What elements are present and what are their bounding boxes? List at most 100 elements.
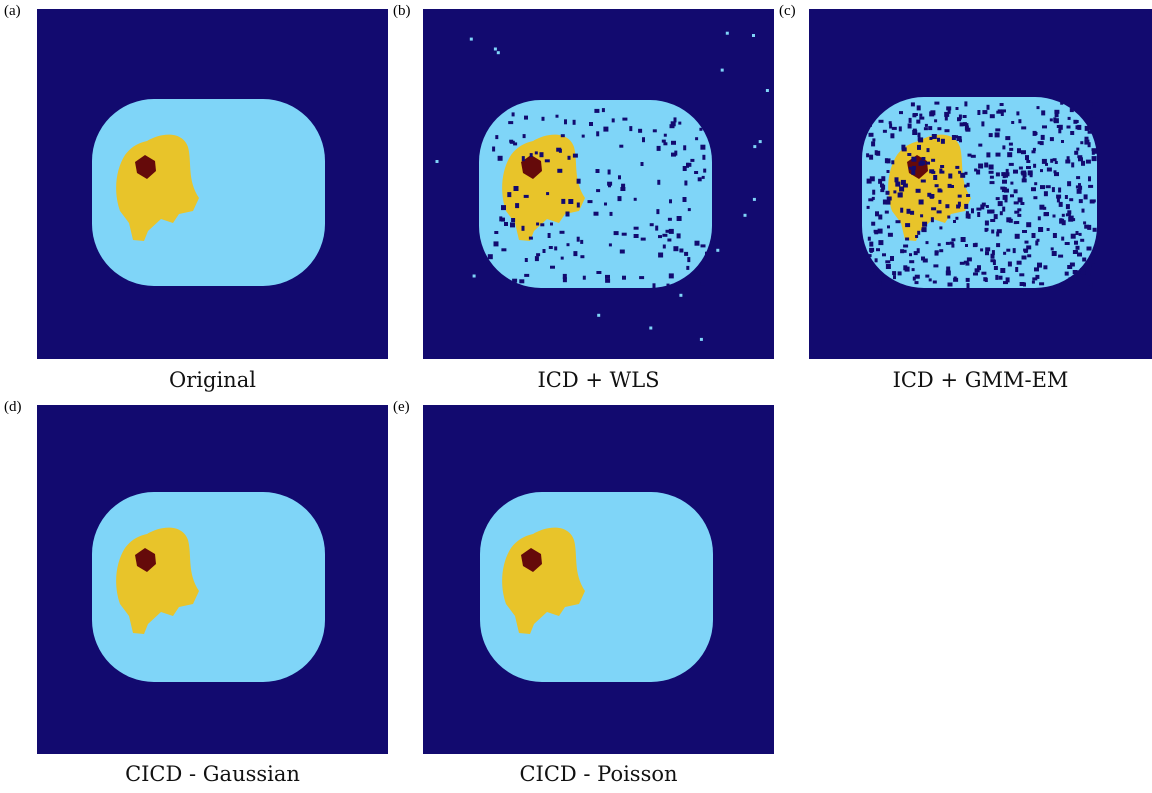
noise-speck: [1018, 166, 1023, 170]
noise-speck: [948, 173, 953, 179]
noise-speck: [1084, 110, 1090, 116]
panel-label-e: (e): [393, 399, 410, 415]
noise-speck: [882, 253, 886, 257]
noise-speck: [1074, 150, 1079, 155]
noise-speck: [881, 176, 886, 182]
noise-speck: [1065, 213, 1071, 217]
noise-speck: [501, 205, 506, 211]
noise-speck: [914, 281, 919, 285]
outlier-speck: [493, 47, 497, 51]
noise-speck: [673, 246, 679, 252]
noise-speck: [1017, 208, 1022, 212]
noise-speck: [522, 134, 526, 139]
noise-speck: [966, 194, 971, 197]
noise-speck: [564, 119, 567, 125]
noise-speck: [907, 123, 912, 129]
noise-speck: [554, 246, 558, 251]
noise-speck: [917, 132, 921, 138]
noise-speck: [662, 233, 668, 237]
noise-speck: [607, 181, 613, 186]
noise-speck: [1016, 260, 1022, 265]
noise-speck: [947, 215, 951, 219]
noise-speck: [609, 211, 613, 216]
noise-speck: [581, 134, 585, 138]
noise-speck: [918, 161, 924, 166]
noise-speck: [1088, 184, 1094, 188]
noise-speck: [694, 240, 700, 246]
noise-speck: [889, 123, 893, 129]
noise-speck: [1081, 160, 1085, 166]
noise-speck: [937, 188, 942, 193]
segmentation-image-e: [423, 405, 774, 754]
noise-speck: [619, 249, 625, 254]
noise-speck: [1021, 150, 1026, 155]
noise-speck: [878, 281, 882, 286]
noise-speck: [876, 150, 881, 156]
noise-speck: [959, 261, 965, 265]
noise-speck: [1005, 136, 1011, 141]
noise-speck: [1069, 262, 1075, 267]
noise-speck: [980, 204, 985, 210]
noise-speck: [1014, 210, 1020, 214]
noise-speck: [869, 241, 874, 247]
noise-speck: [682, 197, 687, 202]
noise-speck: [1005, 277, 1010, 283]
noise-speck: [580, 239, 584, 244]
noise-speck: [996, 229, 1002, 234]
noise-speck: [932, 280, 937, 284]
noise-speck: [562, 273, 567, 279]
noise-speck: [536, 222, 540, 226]
noise-speck: [557, 168, 563, 173]
noise-speck: [501, 248, 507, 252]
noise-speck: [880, 189, 885, 193]
noise-speck: [596, 131, 600, 137]
caption-a: Original: [169, 368, 256, 392]
noise-speck: [911, 165, 916, 170]
noise-speck: [1071, 162, 1075, 168]
noise-speck: [1084, 139, 1090, 145]
noise-speck: [629, 126, 633, 132]
noise-speck: [1070, 233, 1076, 239]
noise-speck: [956, 136, 962, 141]
noise-speck: [1037, 262, 1042, 268]
noise-speck: [1040, 134, 1045, 140]
noise-speck: [1077, 276, 1083, 280]
outlier-speck: [743, 213, 747, 217]
noise-speck: [652, 283, 656, 289]
noise-speck: [513, 142, 518, 146]
outlier-speck: [720, 68, 724, 72]
noise-speck: [981, 202, 986, 207]
noise-speck: [918, 199, 924, 205]
noise-speck: [508, 121, 514, 125]
noise-speck: [996, 231, 1000, 237]
noise-speck: [958, 170, 962, 174]
noise-speck: [580, 255, 585, 259]
noise-speck: [1000, 268, 1006, 273]
noise-speck: [885, 199, 891, 205]
noise-speck: [1004, 199, 1008, 203]
noise-speck: [974, 168, 978, 172]
noise-speck: [1031, 150, 1036, 154]
noise-speck: [674, 150, 678, 156]
noise-speck: [1031, 233, 1036, 238]
noise-speck: [523, 194, 529, 198]
noise-speck: [867, 236, 871, 241]
noise-speck: [1078, 157, 1083, 162]
noise-speck: [658, 252, 664, 258]
noise-speck: [1007, 261, 1012, 267]
noise-speck: [1007, 152, 1013, 158]
noise-speck: [988, 164, 994, 170]
noise-speck: [1075, 185, 1080, 189]
noise-speck: [1060, 101, 1064, 105]
noise-speck: [892, 271, 897, 276]
noise-speck: [1076, 147, 1080, 151]
noise-speck: [1032, 277, 1038, 281]
noise-speck: [536, 253, 541, 257]
noise-speck: [605, 274, 610, 279]
noise-speck: [923, 127, 928, 131]
noise-speck: [884, 210, 889, 214]
outlier-speck: [752, 197, 756, 201]
noise-speck: [1022, 172, 1027, 178]
noise-speck: [683, 145, 687, 151]
noise-speck: [1067, 181, 1072, 187]
